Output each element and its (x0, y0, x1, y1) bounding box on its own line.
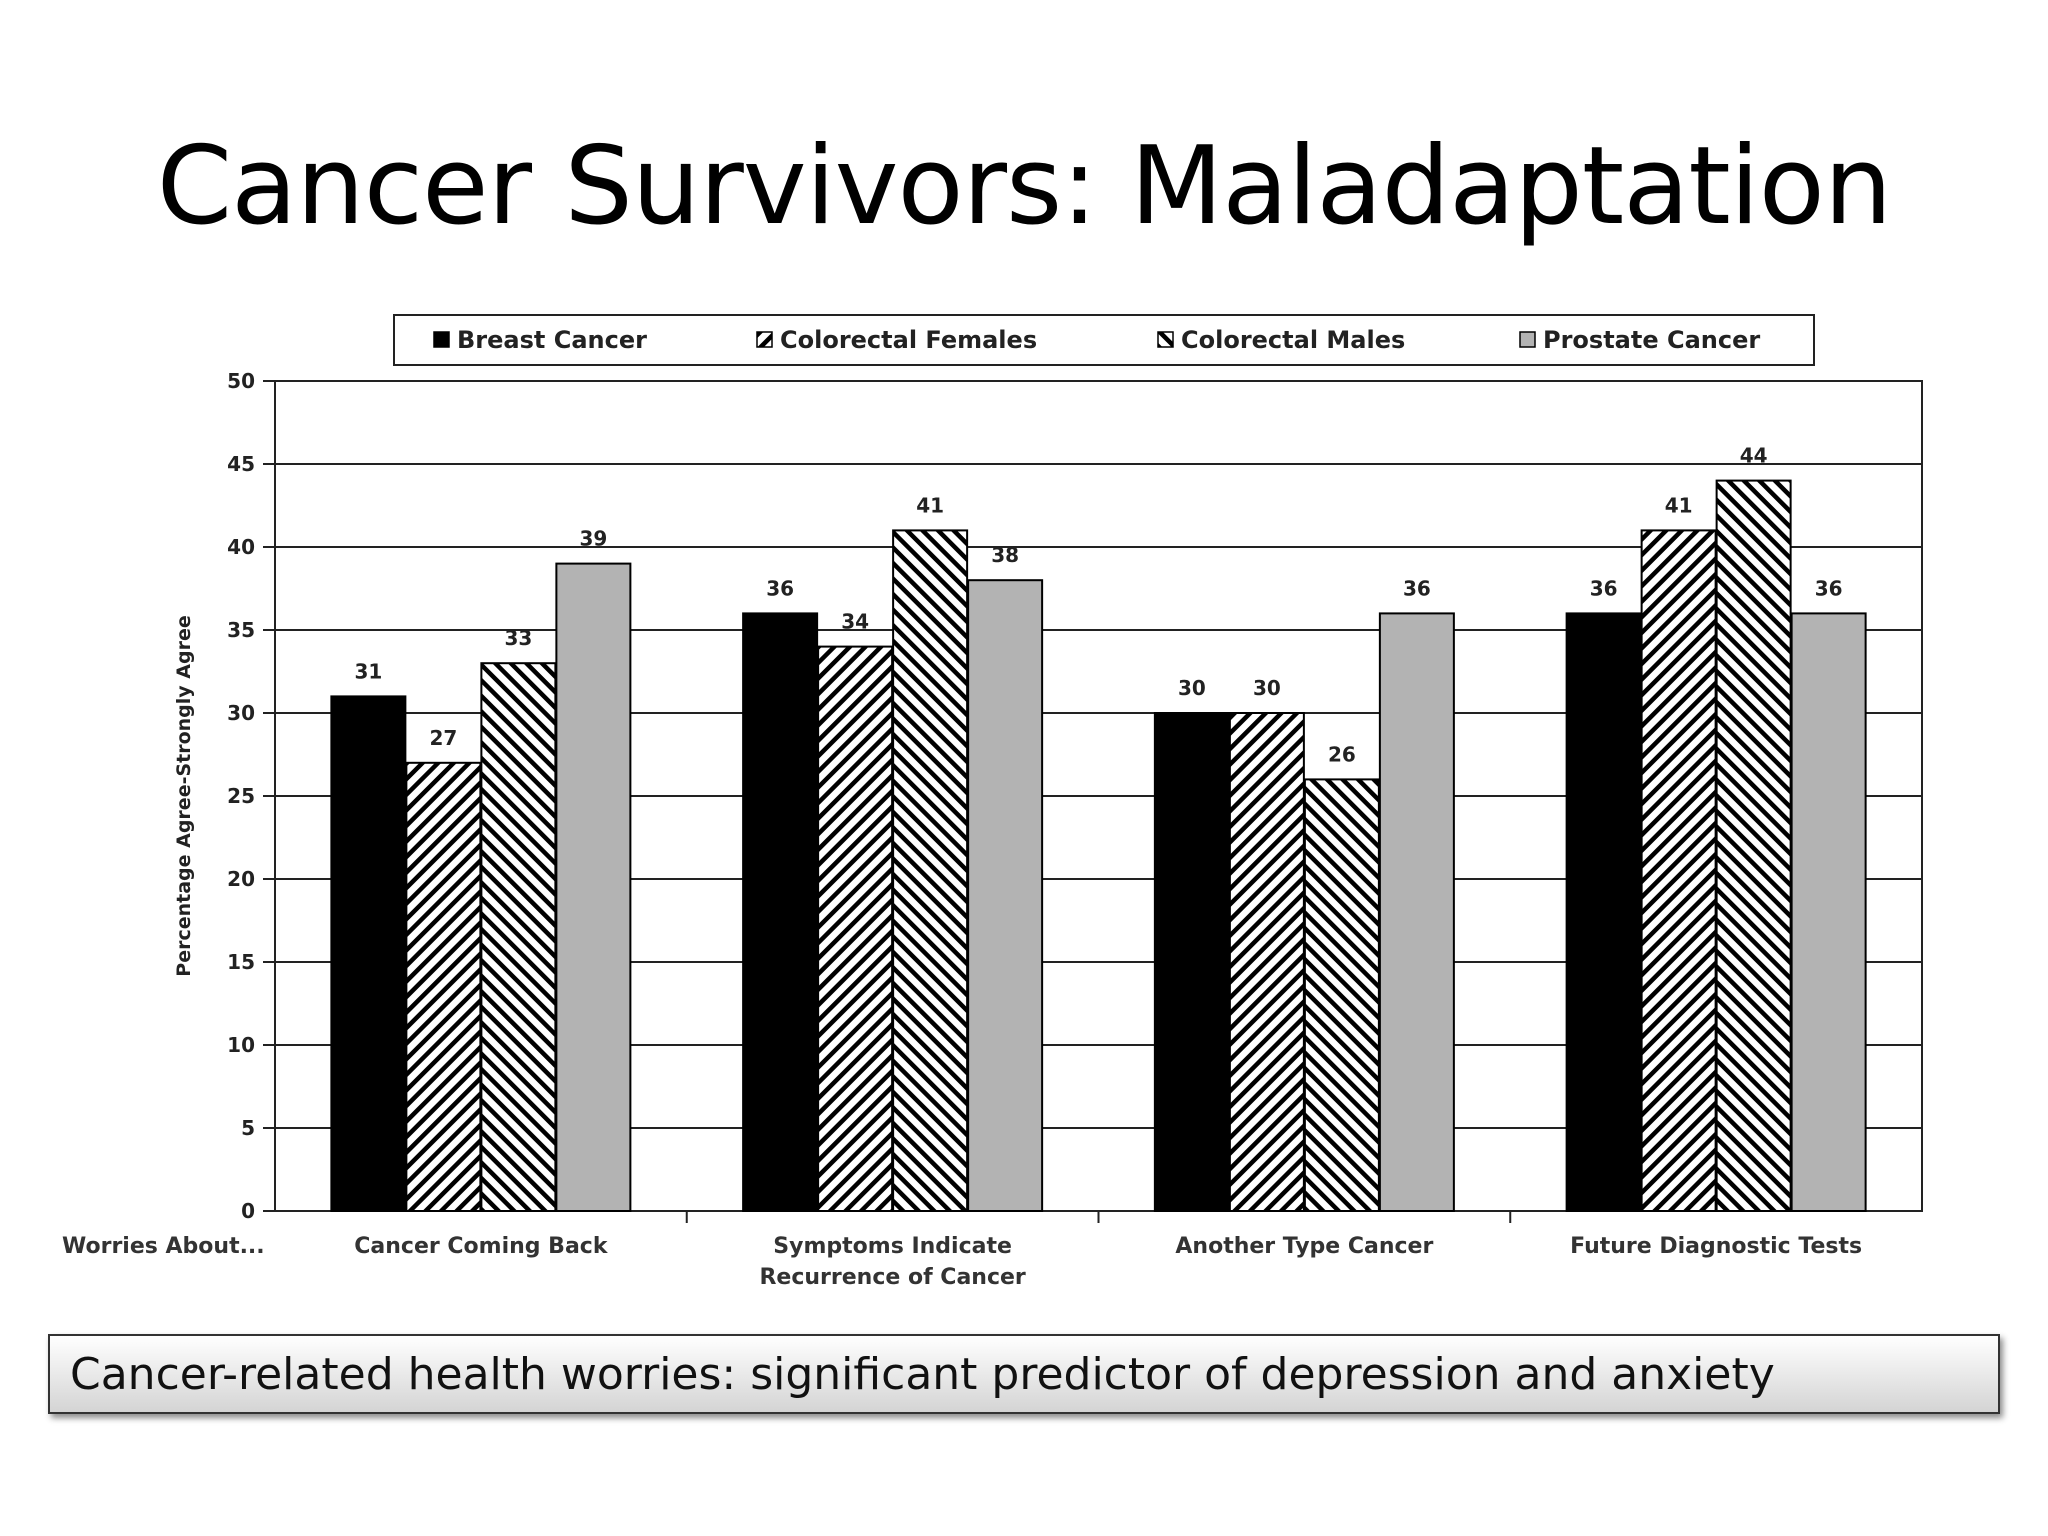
y-tick-label: 0 (241, 1199, 255, 1223)
data-label: 44 (1740, 444, 1768, 468)
y-tick-label: 10 (227, 1033, 255, 1057)
bar (967, 579, 1044, 1212)
axes: 0 5 10 15 20 25 30 35 40 45 50 Percentage Agree-Str… (62, 369, 1862, 1290)
y-tick-label: 40 (227, 535, 255, 559)
bar (1228, 712, 1305, 1212)
data-label: 27 (429, 726, 457, 750)
y-tick-label: 20 (227, 867, 255, 891)
legend-swatch (1157, 331, 1174, 348)
y-tick-label: 45 (227, 452, 255, 476)
bar (1378, 612, 1455, 1212)
y-axis-label: Percentage Agree-Strongly Agree (173, 615, 195, 976)
legend: Breast Cancer Colorectal Females Colorecta… (393, 314, 1815, 366)
y-tick-label: 15 (227, 950, 255, 974)
bar (1790, 612, 1867, 1212)
data-label: 30 (1253, 676, 1281, 700)
x-tick-label: Recurrence of Cancer (759, 1265, 1025, 1290)
data-labels: 31 27 33 39 36 34 41 38 30 30 26 36 36 41 44 36 (354, 444, 1842, 767)
y-tick-label: 5 (241, 1116, 255, 1140)
x-tick-label: Cancer Coming Back (354, 1234, 609, 1259)
legend-frame (393, 314, 1815, 366)
x-tick-label: Future Diagnostic Tests (1570, 1234, 1862, 1259)
legend-label: Colorectal Females (780, 326, 1037, 354)
legend-label: Breast Cancer (457, 326, 647, 354)
bar (892, 529, 969, 1212)
data-label: 31 (354, 659, 382, 683)
data-label: 39 (579, 527, 607, 551)
legend-swatch (756, 331, 773, 348)
caption-text: Cancer-related health worries: significa… (70, 1348, 1775, 1400)
bar (330, 695, 407, 1212)
y-tick-label: 25 (227, 784, 255, 808)
legend-label: Colorectal Males (1181, 326, 1405, 354)
legend-swatch (433, 331, 450, 348)
slide-title: Cancer Survivors: Maladaptation (156, 124, 1893, 249)
y-tick-label: 50 (227, 369, 255, 393)
caption-box: Cancer-related health worries: significa… (48, 1334, 2000, 1414)
bar (1565, 612, 1642, 1212)
y-tick-label: 35 (227, 618, 255, 642)
x-tick-label: Another Type Cancer (1175, 1234, 1433, 1259)
data-label: 36 (1815, 576, 1843, 600)
data-label: 30 (1178, 676, 1206, 700)
data-label: 41 (1665, 493, 1693, 517)
bar (817, 645, 894, 1212)
x-tick-label: Symptoms Indicate (773, 1234, 1012, 1259)
bar (1303, 778, 1380, 1213)
legend-label: Prostate Cancer (1543, 326, 1760, 354)
data-label: 33 (504, 626, 532, 650)
data-label: 38 (991, 543, 1019, 567)
x-axis-label: Worries About... (62, 1234, 265, 1259)
bar (555, 562, 632, 1212)
data-label: 26 (1328, 742, 1356, 766)
bar (1153, 712, 1230, 1212)
bar (480, 662, 557, 1212)
data-label: 34 (841, 610, 869, 634)
bar (405, 761, 482, 1212)
data-label: 36 (766, 576, 794, 600)
y-tick-label: 30 (227, 701, 255, 725)
bar (1715, 479, 1792, 1213)
bars (330, 479, 1867, 1213)
data-label: 36 (1590, 576, 1618, 600)
bar (742, 612, 819, 1212)
data-label: 41 (916, 493, 944, 517)
data-label: 36 (1403, 576, 1431, 600)
legend-swatch (1519, 331, 1536, 348)
bar (1640, 529, 1717, 1212)
